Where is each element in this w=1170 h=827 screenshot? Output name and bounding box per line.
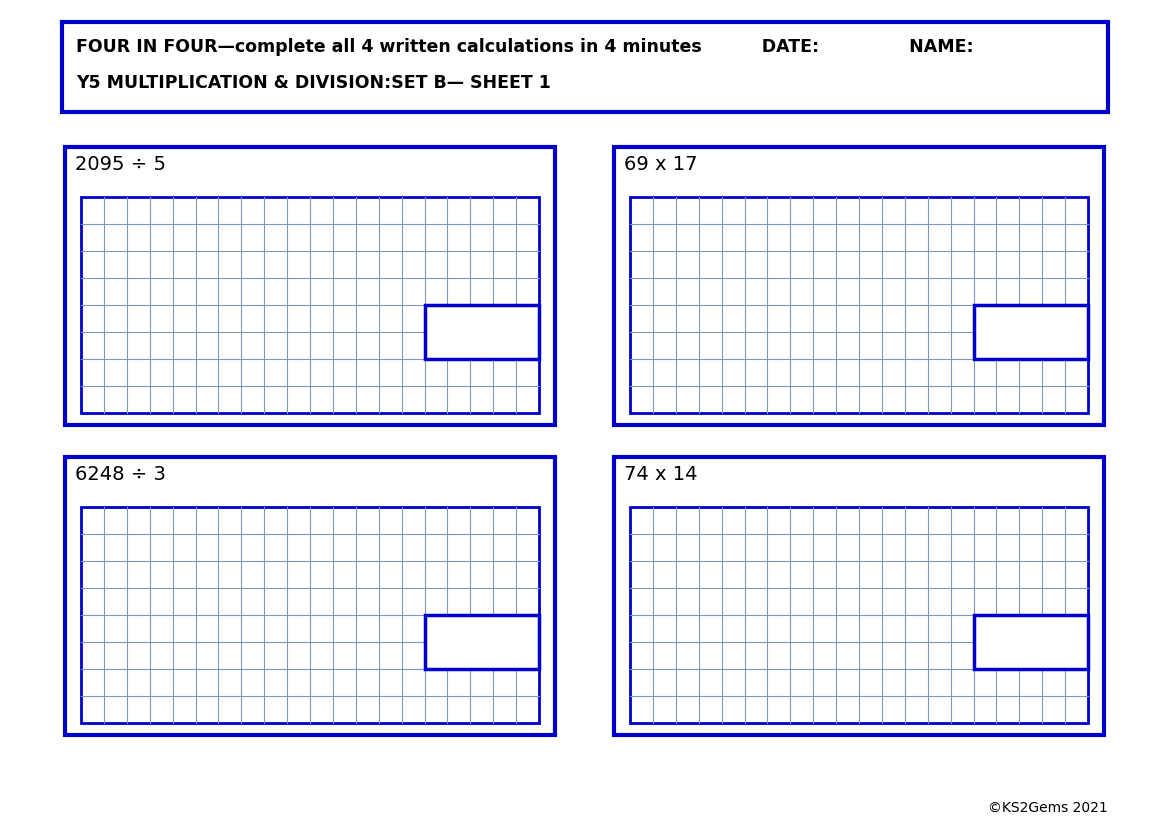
Text: Y5 MULTIPLICATION & DIVISION:SET B— SHEET 1: Y5 MULTIPLICATION & DIVISION:SET B— SHEE… [76, 74, 551, 92]
Bar [81, 507, 539, 723]
Text: 6248 ÷ 3: 6248 ÷ 3 [75, 465, 166, 484]
Text: FOUR IN FOUR—complete all 4 written calculations in 4 minutes          DATE:    : FOUR IN FOUR—complete all 4 written calc… [76, 38, 973, 56]
Bar [973, 615, 1088, 669]
Bar [973, 615, 1088, 669]
Bar [614, 457, 1104, 735]
Bar [629, 507, 1088, 723]
Bar [425, 305, 539, 359]
Bar [425, 615, 539, 669]
Bar [81, 197, 539, 413]
Bar [66, 457, 555, 735]
Bar [62, 22, 1108, 112]
Text: ©KS2Gems 2021: ©KS2Gems 2021 [989, 801, 1108, 815]
Bar [614, 147, 1104, 425]
Bar [66, 147, 555, 425]
Bar [425, 615, 539, 669]
Bar [973, 305, 1088, 359]
Bar [629, 197, 1088, 413]
Bar [425, 305, 539, 359]
Text: 69 x 17: 69 x 17 [624, 155, 697, 174]
Bar [973, 305, 1088, 359]
Text: 2095 ÷ 5: 2095 ÷ 5 [75, 155, 166, 174]
Text: 74 x 14: 74 x 14 [624, 465, 697, 484]
